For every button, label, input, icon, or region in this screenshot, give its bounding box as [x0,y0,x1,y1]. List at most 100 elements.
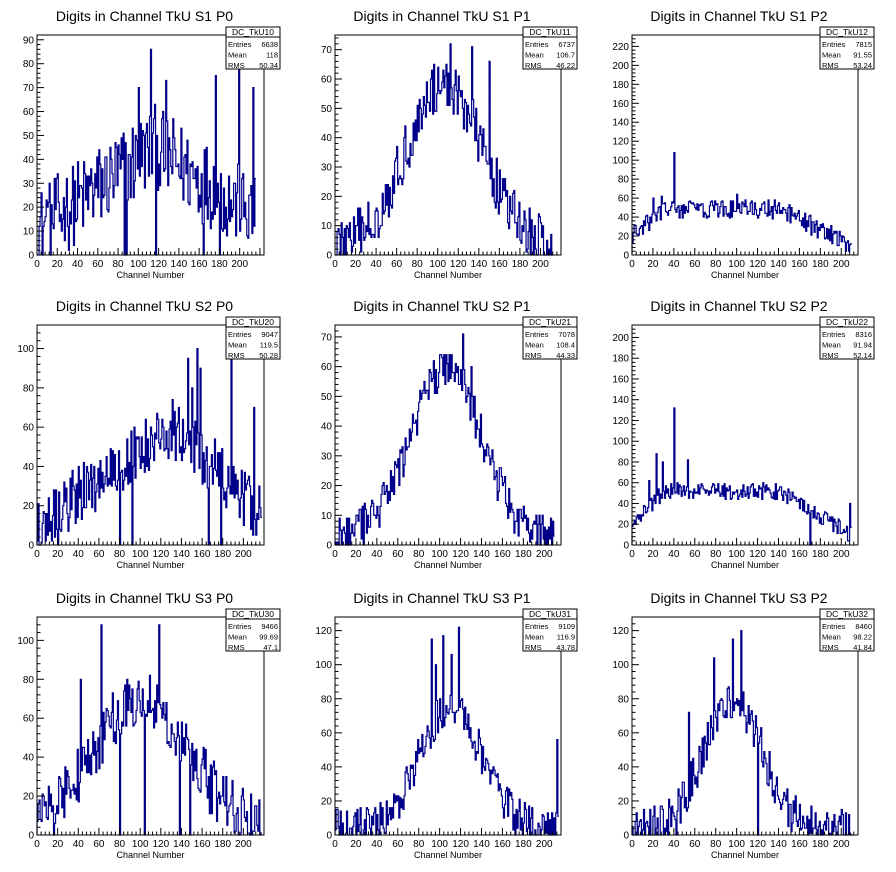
stats-value: 91.94 [853,341,872,350]
y-tick-label: 200 [612,61,629,72]
y-tick-label: 100 [17,344,34,355]
y-tick-label: 60 [618,194,630,205]
stats-box: DC_TkU30 Entries 9466 Mean 99.69 RMS 47.1 [225,608,281,652]
stats-value: 50.28 [259,351,278,360]
y-tick-label: 140 [612,395,629,406]
y-tick-label: 50 [321,104,333,115]
y-tick-label: 90 [23,35,35,46]
y-tick-label: 80 [321,694,333,705]
stats-box: DC_TkU12 Entries 7815 Mean 91.55 RMS 53.24 [819,26,875,70]
stats-label: Entries [525,622,549,631]
x-tick-label: 60 [392,839,404,850]
x-tick-label: 180 [214,549,231,560]
chart-title: Digits in Channel TkU S1 P2 [650,8,827,24]
y-tick-label: 50 [23,131,35,142]
stats-value: 8460 [855,622,872,631]
x-tick-label: 60 [689,549,701,560]
histogram-series [37,48,256,256]
chart-title: Digits in Channel TkU S2 P0 [56,298,233,314]
chart-title: Digits in Channel TkU S1 P1 [353,8,530,24]
stats-label: RMS [822,61,839,70]
y-tick-label: 40 [618,762,630,773]
x-tick-label: 80 [412,259,424,270]
x-tick-label: 140 [171,259,188,270]
y-tick-label: 100 [612,437,629,448]
x-axis-label: Channel Number [711,850,779,860]
stats-label: Mean [228,633,247,642]
y-tick-label: 70 [321,45,333,56]
x-tick-label: 180 [211,259,228,270]
stats-label: Entries [228,622,252,631]
x-tick-label: 160 [494,549,511,560]
x-tick-label: 200 [833,839,850,850]
x-tick-label: 160 [494,839,511,850]
x-tick-label: 20 [350,839,362,850]
stats-value: 43.78 [556,643,575,652]
stats-value: 6737 [558,40,575,49]
x-tick-label: 140 [770,549,787,560]
y-tick-label: 40 [23,155,35,166]
y-tick-label: 10 [321,511,333,522]
stats-value: 9109 [558,622,575,631]
chart-title: Digits in Channel TkU S1 P0 [56,8,233,24]
stats-label: RMS [228,643,245,652]
histogram-panel: Digits in Channel TkU S3 P2 0 20 40 60 80 100 1… [612,590,875,860]
y-tick-label: 60 [23,423,35,434]
stats-label: Entries [525,40,549,49]
histogram-panel: Digits in Channel TkU S2 P10 20 40 60 80 100 1… [321,298,578,570]
x-tick-label: 120 [152,839,169,850]
x-tick-label: 100 [431,839,448,850]
x-tick-label: 140 [473,839,490,850]
stats-value: 119.5 [260,341,278,350]
y-tick-label: 120 [612,416,629,427]
x-tick-label: 100 [431,549,448,560]
x-tick-label: 0 [332,549,338,560]
x-tick-label: 60 [392,549,404,560]
stats-value: 99.69 [259,633,278,642]
stats-value: 41.84 [853,643,872,652]
x-tick-label: 200 [235,549,252,560]
stats-box-name: DC_TkU12 [826,27,868,37]
x-tick-label: 120 [749,549,766,560]
x-tick-label: 0 [629,259,635,270]
chart-title: Digits in Channel TkU S2 P2 [650,298,827,314]
stats-box: DC_TkU20 Entries 9047 Mean 119.5 RMS 50.28 [225,316,281,360]
y-tick-label: 70 [23,83,35,94]
x-tick-label: 0 [332,839,338,850]
stats-label: RMS [525,351,542,360]
x-tick-label: 20 [647,549,659,560]
x-tick-label: 0 [34,549,40,560]
y-tick-label: 80 [23,675,35,686]
stats-label: RMS [822,351,839,360]
stats-value: 53.24 [853,61,872,70]
stats-value: 106.7 [556,51,575,60]
y-tick-label: 0 [326,251,332,262]
stats-box-name: DC_TkU21 [529,317,571,327]
stats-box: DC_TkU22 Entries 8316 Mean 91.94 RMS 52.14 [819,316,875,360]
chart-title: Digits in Channel TkU S3 P2 [650,590,827,606]
x-tick-label: 80 [114,549,126,560]
x-tick-label: 120 [749,259,766,270]
y-tick-label: 60 [321,75,333,86]
x-axis-label: Channel Number [116,270,184,280]
x-tick-label: 20 [52,259,64,270]
x-tick-label: 120 [452,839,469,850]
x-tick-label: 120 [150,259,167,270]
stats-box-name: DC_TkU32 [826,609,868,619]
chart-title: Digits in Channel TkU S2 P1 [353,298,530,314]
stats-label: RMS [525,643,542,652]
x-tick-label: 160 [791,839,808,850]
x-tick-label: 100 [728,259,745,270]
x-tick-label: 20 [647,839,659,850]
x-tick-label: 200 [235,839,252,850]
y-tick-label: 40 [321,133,333,144]
x-axis-label: Channel Number [711,270,779,280]
y-tick-label: 20 [618,520,630,531]
x-tick-label: 60 [689,839,701,850]
y-tick-label: 40 [321,762,333,773]
x-tick-label: 80 [710,839,722,850]
x-tick-label: 120 [749,839,766,850]
x-tick-label: 140 [770,839,787,850]
y-tick-label: 60 [618,728,630,739]
